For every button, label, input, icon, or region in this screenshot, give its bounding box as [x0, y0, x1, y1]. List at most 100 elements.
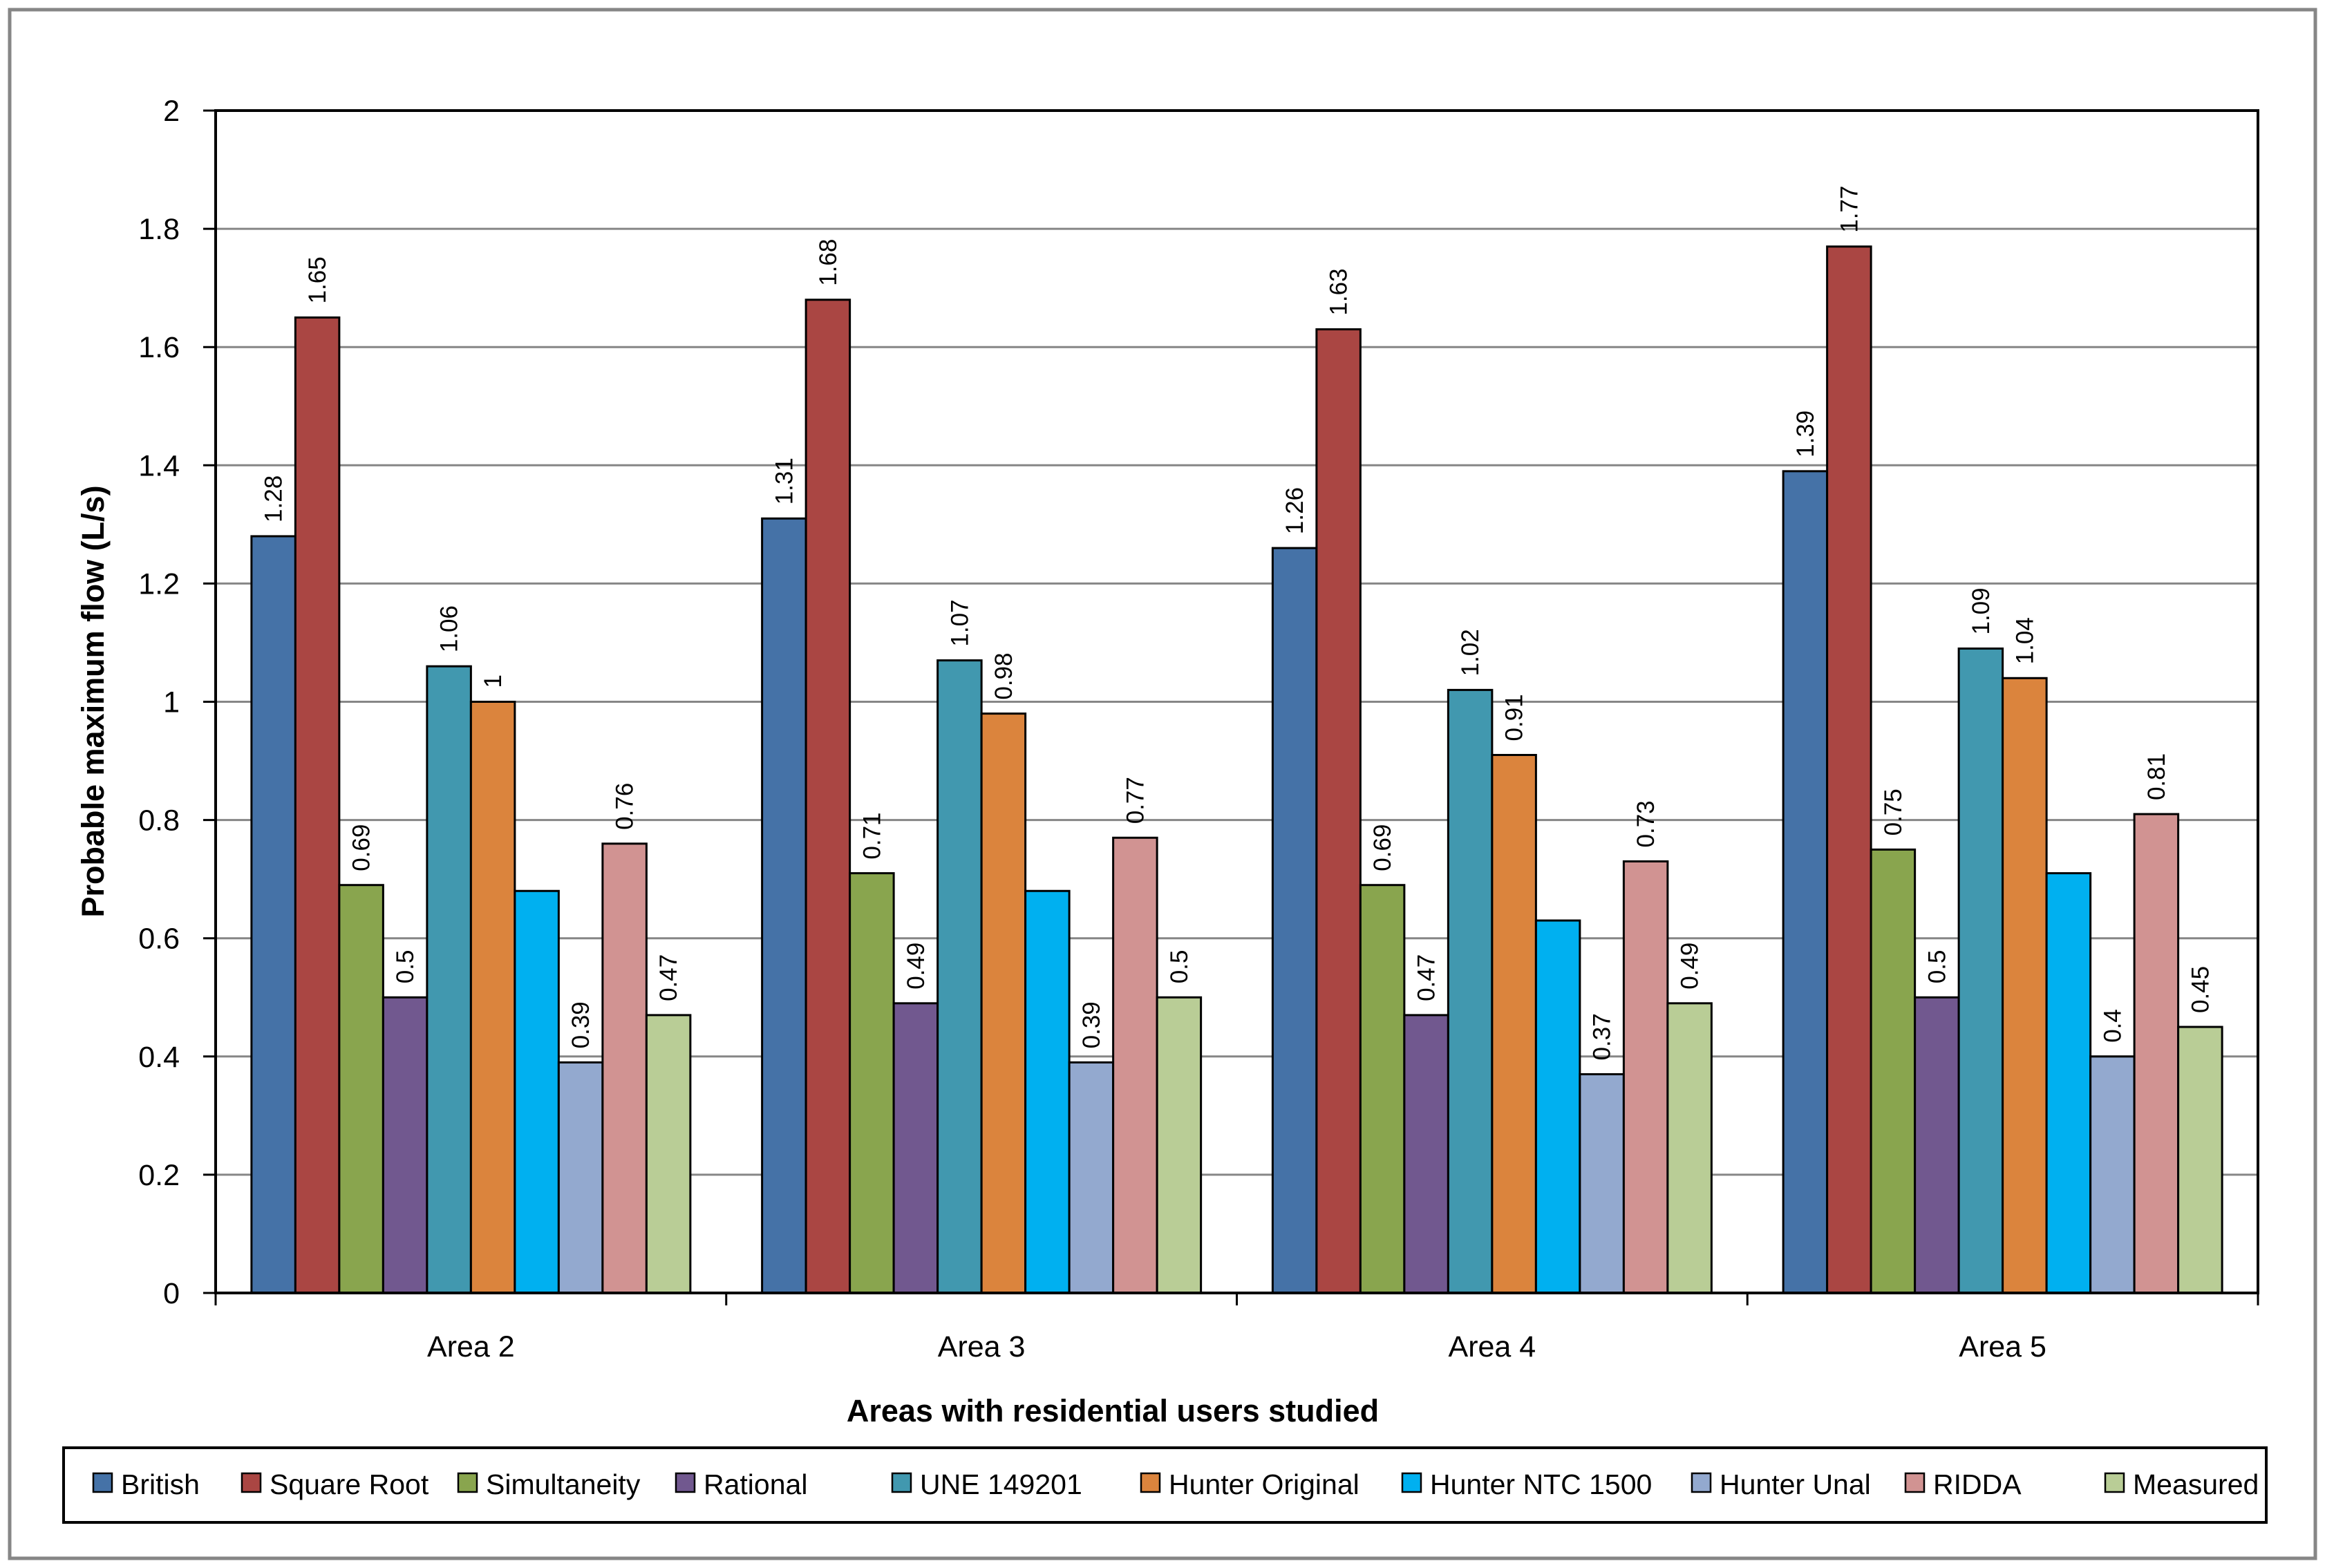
legend-label: UNE 149201 — [920, 1468, 1082, 1500]
bar — [426, 665, 472, 1294]
y-tick-label: 0 — [163, 1277, 180, 1310]
bar — [1534, 919, 1581, 1294]
y-tick-label: 0.2 — [138, 1159, 180, 1192]
legend-label: Measured — [2133, 1468, 2259, 1500]
bar — [294, 316, 341, 1294]
bar — [936, 659, 983, 1294]
legend-swatch — [1401, 1472, 1422, 1493]
bar — [1447, 688, 1494, 1294]
y-tick-label: 0.4 — [138, 1041, 180, 1074]
x-tick-label: Area 5 — [1959, 1330, 2046, 1363]
data-label: 1.65 — [304, 256, 331, 303]
legend-label: Hunter Unal — [1720, 1468, 1871, 1500]
bar — [338, 884, 384, 1294]
x-tick-label: Area 2 — [427, 1330, 515, 1363]
data-label: 0.45 — [2187, 966, 2214, 1013]
bars-group — [250, 245, 2223, 1294]
data-label: 1 — [480, 674, 507, 688]
y-tick-label: 0.8 — [138, 804, 180, 838]
bar — [1622, 860, 1669, 1294]
bar — [250, 535, 296, 1294]
x-axis-title: Areas with residential users studied — [847, 1393, 1379, 1428]
x-tick-label: Area 4 — [1449, 1330, 1536, 1363]
legend-swatch — [1691, 1472, 1712, 1493]
legend-swatch — [2104, 1472, 2125, 1493]
legend-label: Hunter Original — [1169, 1468, 1359, 1500]
data-label: 0.69 — [348, 824, 375, 871]
bar — [1271, 547, 1318, 1294]
bar — [601, 842, 648, 1294]
bar — [892, 1002, 939, 1294]
legend-swatch — [1904, 1472, 1926, 1493]
bar — [1359, 884, 1406, 1294]
bar — [645, 1014, 692, 1294]
data-label: 1.31 — [771, 457, 798, 504]
bar — [1957, 648, 2004, 1294]
x-tick-label: Area 3 — [938, 1330, 1026, 1363]
data-label: 1.28 — [261, 475, 288, 522]
data-label: 0.69 — [1369, 824, 1396, 871]
bar — [761, 517, 807, 1294]
data-label: 0.47 — [655, 954, 682, 1001]
data-label: 0.5 — [392, 950, 419, 984]
bar — [1156, 996, 1203, 1294]
y-tick-label: 1 — [163, 686, 180, 719]
bar — [382, 996, 429, 1294]
legend-label: RIDDA — [1933, 1468, 2022, 1500]
legend-swatch — [92, 1472, 113, 1493]
data-label: 0.39 — [1078, 1001, 1105, 1048]
data-label: 0.71 — [858, 812, 885, 859]
bar — [2045, 872, 2092, 1294]
legend-label: Hunter NTC 1500 — [1430, 1468, 1652, 1500]
y-tick-label: 1.8 — [138, 213, 180, 246]
bar — [1826, 245, 1872, 1294]
bar — [1870, 848, 1917, 1294]
data-label: 0.49 — [903, 943, 930, 990]
bar — [1782, 470, 1829, 1294]
bar — [2133, 813, 2180, 1294]
bar — [557, 1061, 604, 1294]
data-label: 0.98 — [990, 652, 1017, 699]
y-tick-label: 1.4 — [138, 449, 180, 482]
bar — [1315, 328, 1362, 1294]
legend-label: Square Root — [270, 1468, 429, 1500]
bar — [1403, 1014, 1449, 1294]
bar — [1024, 889, 1071, 1294]
y-axis-title: Probable maximum flow (L/s) — [75, 485, 111, 917]
bar — [1491, 753, 1537, 1294]
legend-swatch — [675, 1472, 696, 1493]
data-label: 0.47 — [1413, 954, 1440, 1001]
data-label: 0.5 — [1166, 950, 1193, 984]
data-label: 0.73 — [1632, 800, 1659, 847]
data-labels-group: 1.28 1.31 1.26 1.39 1.65 1.68 1.63 1.77 0.69 0.71… — [261, 186, 2214, 1061]
bar — [1914, 996, 1960, 1294]
data-label: 1.77 — [1836, 186, 1863, 233]
data-label: 1.02 — [1457, 629, 1484, 676]
legend: British Square Root Simultaneity Rational UN… — [92, 1468, 2259, 1500]
bar — [2002, 677, 2048, 1294]
bar — [804, 299, 851, 1294]
data-label: 1.26 — [1281, 487, 1308, 534]
data-label: 0.76 — [612, 783, 639, 830]
data-label: 0.81 — [2143, 753, 2170, 800]
data-label: 0.37 — [1589, 1013, 1616, 1060]
data-label: 0.4 — [2099, 1009, 2126, 1043]
legend-label: Rational — [704, 1468, 807, 1500]
legend-label: British — [121, 1468, 200, 1500]
bar — [1112, 836, 1158, 1294]
bar — [1579, 1073, 1625, 1294]
legend-swatch — [1140, 1472, 1161, 1493]
data-label: 0.49 — [1677, 943, 1704, 990]
legend-swatch — [241, 1472, 262, 1493]
legend-swatch — [457, 1472, 478, 1493]
legend-label: Simultaneity — [486, 1468, 641, 1500]
bar — [469, 701, 516, 1294]
bar — [980, 712, 1027, 1294]
bar — [849, 872, 895, 1294]
legend-box — [62, 1446, 2268, 1524]
bar — [2089, 1055, 2136, 1294]
y-tick-label: 1.2 — [138, 567, 180, 601]
